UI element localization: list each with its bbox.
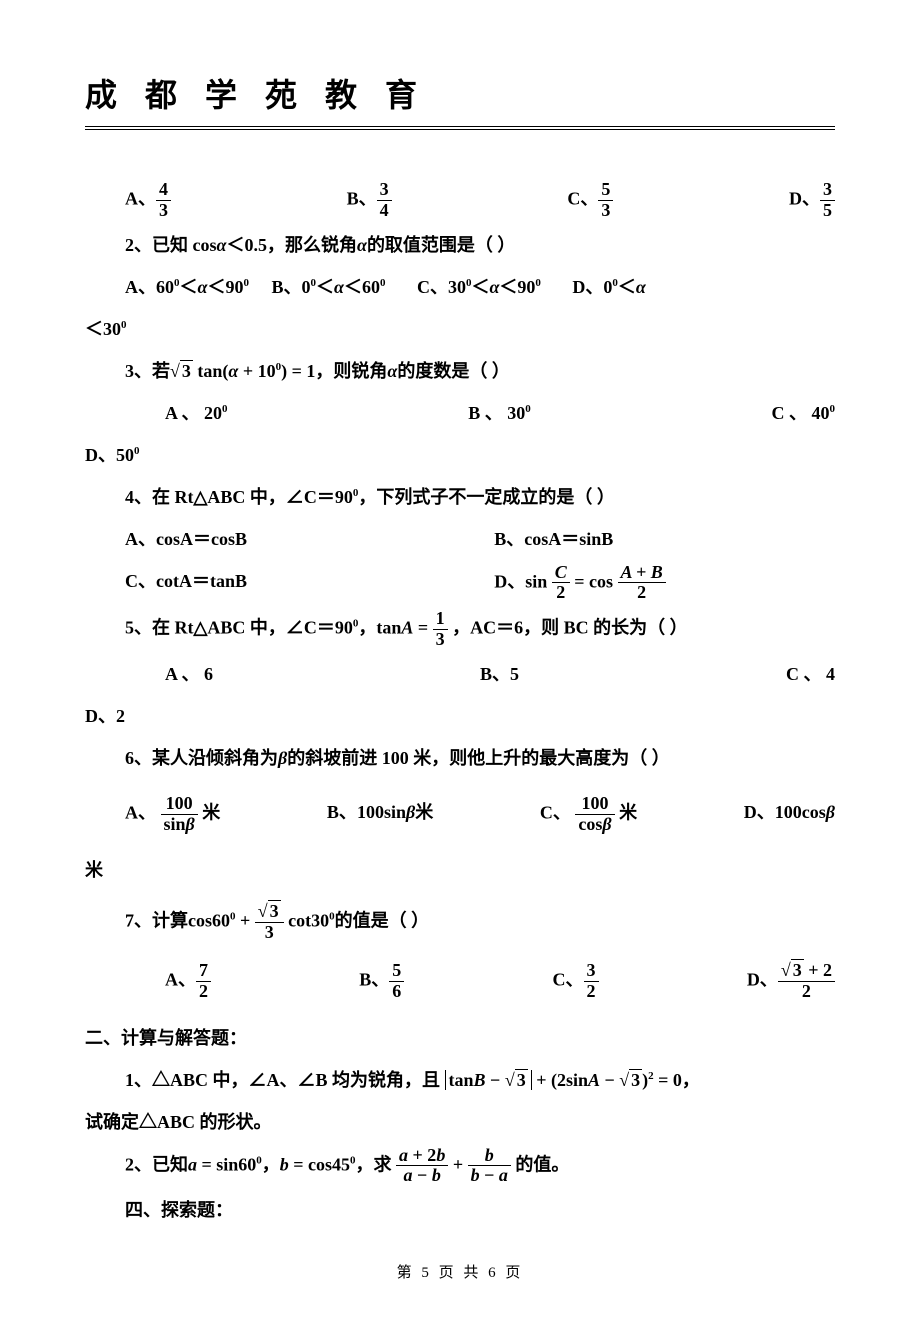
page-header: 成都学苑教育 (85, 70, 835, 130)
q7-opt-c: C、32 (553, 961, 599, 1002)
page-footer: 第 5 页 共 6 页 (85, 1258, 835, 1288)
q4-opt-a: A、cosA＝cosB (125, 521, 466, 557)
q3-options: A 、 200 B 、 300 C 、 400 (85, 395, 835, 431)
q6-options: A、 100sinβ 米 B、100sinβ米 C、 100cosβ 米 D、1… (85, 794, 835, 835)
p1-line1: 1、△ABC 中，∠A、∠B 均为锐角，且 tanB − 3 + (2sinA … (85, 1062, 835, 1098)
q6-mi-cont: 米 (85, 852, 835, 888)
q1-opt-c: C、53 (567, 180, 613, 221)
q6-opt-a: A、 100sinβ 米 (125, 794, 220, 835)
q5-options: A 、 6 B、5 C 、 4 (85, 656, 835, 692)
q1-opt-a: A、43 (125, 180, 171, 221)
p2-line: 2、已知a = sin600，b = cos450，求 a + 2ba − b … (85, 1146, 835, 1187)
q3-opt-d: D、500 (85, 437, 835, 473)
q1-opt-d: D、35 (789, 180, 835, 221)
q5-opt-a: A 、 6 (165, 656, 213, 692)
p1-line2: 试确定△ABC 的形状。 (85, 1104, 835, 1140)
q4-options-row2: C、cotA＝tanB D、sin C2 = cos A + B2 (85, 563, 835, 604)
q5-opt-c: C 、 4 (786, 656, 835, 692)
q4-opt-b: B、cosA＝sinB (494, 521, 835, 557)
q3-opt-c: C 、 400 (772, 395, 836, 431)
q7-options: A、72 B、56 C、32 D、3 + 22 (85, 961, 835, 1002)
q6-stem: 6、某人沿倾斜角为β的斜坡前进 100 米，则他上升的最大高度为（ ） (85, 740, 835, 776)
q5-opt-d: D、2 (85, 698, 835, 734)
q2-options: A、600＜α＜900 B、00＜α＜600 C、300＜α＜900 D、00＜… (85, 269, 835, 305)
q4-stem: 4、在 Rt△ABC 中，∠C＝900，下列式子不一定成立的是（ ） (85, 479, 835, 515)
q2-stem: 2、已知 cosα＜0.5，那么锐角α的取值范围是（ ） (85, 227, 835, 263)
content-body: A、43 B、34 C、53 D、35 2、已知 cosα＜0.5，那么锐角α的… (85, 180, 835, 1288)
q2-opt-d-cont: ＜300 (85, 311, 835, 347)
section-2-heading: 二、计算与解答题： (85, 1020, 835, 1056)
q6-opt-b: B、100sinβ米 (327, 794, 433, 835)
section-4-heading: 四、探索题： (85, 1192, 835, 1228)
q7-stem: 7、计算cos600 + 33 cot300的值是（ ） (85, 902, 835, 943)
q1-opt-b: B、34 (347, 180, 392, 221)
q7-opt-a: A、72 (165, 961, 211, 1002)
q6-opt-c: C、 100cosβ 米 (540, 794, 637, 835)
q4-opt-c: C、cotA＝tanB (125, 563, 466, 604)
q5-opt-b: B、5 (480, 656, 519, 692)
q4-opt-d: D、sin C2 = cos A + B2 (494, 563, 835, 604)
q4-options-row1: A、cosA＝cosB B、cosA＝sinB (85, 521, 835, 557)
q5-stem: 5、在 Rt△ABC 中，∠C＝900，tanA = 13 ，AC＝6，则 BC… (85, 609, 835, 650)
q6-opt-d: D、100cosβ (744, 794, 835, 835)
q3-opt-a: A 、 200 (165, 395, 228, 431)
q3-opt-b: B 、 300 (468, 395, 531, 431)
q1-options: A、43 B、34 C、53 D、35 (85, 180, 835, 221)
q3-stem: 3、若3 tan(α + 100) = 1，则锐角α的度数是（ ） (85, 353, 835, 389)
q7-opt-d: D、3 + 22 (747, 961, 835, 1002)
q7-opt-b: B、56 (359, 961, 404, 1002)
